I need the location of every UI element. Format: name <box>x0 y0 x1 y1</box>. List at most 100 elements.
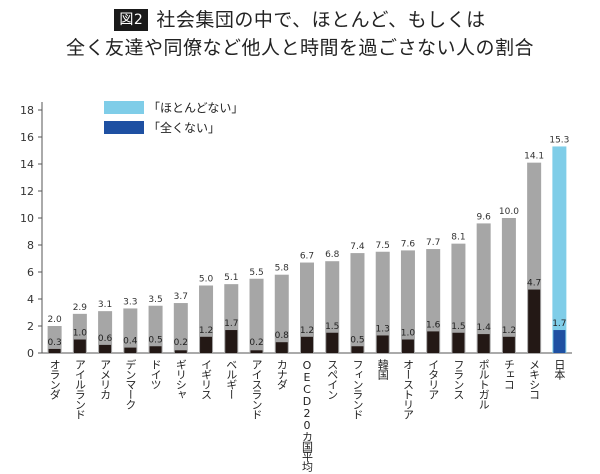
chart-title: 図2 社会集団の中で、ほとんど、もしくは 全く友達や同僚など他人と時間を過ごさない… <box>0 6 600 62</box>
bar-none <box>376 335 389 353</box>
value-label-none: 0.4 <box>123 337 138 347</box>
title-line-1: 図2 社会集団の中で、ほとんど、もしくは <box>0 6 600 34</box>
value-label-none: 0.3 <box>47 338 61 348</box>
value-label-none: 4.7 <box>527 279 541 289</box>
value-label-almost-none: 5.0 <box>199 275 214 285</box>
bar-none <box>326 332 339 353</box>
y-tick-label: 6 <box>27 266 34 279</box>
bar-almost-none <box>148 305 163 353</box>
value-label-almost-none: 8.1 <box>451 233 465 243</box>
category-label: アイスランド <box>250 359 263 419</box>
bar-none <box>48 348 61 353</box>
value-label-none: 0.5 <box>350 335 364 345</box>
value-label-almost-none: 9.6 <box>477 212 492 222</box>
value-label-almost-none: 14.1 <box>524 152 544 162</box>
category-label: ドイツ <box>149 359 162 389</box>
value-label-none: 1.0 <box>73 329 88 339</box>
category-label: オランダ <box>48 359 61 400</box>
bar-none <box>301 336 313 353</box>
category-label: スペイン <box>326 359 339 399</box>
bar-none <box>124 347 137 353</box>
value-label-almost-none: 10.0 <box>499 207 519 217</box>
legend-swatch-none <box>104 121 144 134</box>
y-tick-label: 12 <box>20 185 34 198</box>
legend-label-almost-none: 「ほとんどない」 <box>148 101 243 115</box>
value-label-none: 0.2 <box>174 338 188 348</box>
title-line-2: 全く友達や同僚など他人と時間を過ごさない人の割合 <box>65 37 534 59</box>
bar-none <box>174 350 187 353</box>
figure-label: 図2 <box>114 9 149 31</box>
bar-none <box>250 350 263 353</box>
bar-almost-none <box>451 243 466 353</box>
bar-none <box>477 334 490 353</box>
y-tick-label: 8 <box>27 239 34 252</box>
value-label-none: 1.2 <box>300 326 314 336</box>
value-label-none: 1.0 <box>401 329 416 339</box>
value-label-almost-none: 7.4 <box>350 242 365 252</box>
category-label: ベルギー <box>225 359 238 399</box>
value-label-none: 1.5 <box>325 322 339 332</box>
bar-almost-none <box>350 253 365 353</box>
value-label-almost-none: 3.3 <box>123 297 137 307</box>
bar-almost-none <box>552 146 567 353</box>
bar-almost-none <box>426 249 441 353</box>
value-label-almost-none: 2.0 <box>47 315 62 325</box>
bar-almost-none <box>123 308 138 353</box>
value-label-none: 0.5 <box>148 335 162 345</box>
category-label: メキシコ <box>528 359 541 399</box>
value-label-almost-none: 15.3 <box>549 135 569 145</box>
bar-almost-none <box>501 218 516 353</box>
value-label-none: 0.8 <box>275 331 290 341</box>
category-label: アメリカ <box>99 359 112 400</box>
bar-none <box>427 331 440 353</box>
category-label: チェコ <box>502 359 515 389</box>
bar-almost-none <box>300 262 314 353</box>
bar-almost-none <box>98 311 113 353</box>
bar-none <box>200 336 213 353</box>
value-label-none: 1.2 <box>199 326 213 336</box>
value-label-none: 0.2 <box>249 338 263 348</box>
bar-none <box>401 339 414 353</box>
category-label: オーストリア <box>401 359 414 420</box>
value-label-almost-none: 6.7 <box>300 252 314 262</box>
bar-almost-none <box>476 223 491 353</box>
bar-none <box>351 346 364 353</box>
value-label-almost-none: 7.6 <box>401 239 416 249</box>
category-label: ギリシャ <box>174 359 187 399</box>
legend-swatch-almost-none <box>104 101 144 114</box>
bars <box>47 146 567 353</box>
category-label: 日本 <box>553 359 566 381</box>
value-label-none: 1.6 <box>426 320 441 330</box>
bar-almost-none <box>173 303 188 353</box>
bar-almost-none <box>325 261 340 353</box>
category-label: ポルトガル <box>477 359 490 409</box>
bar-almost-none <box>400 250 415 353</box>
bar-none <box>225 330 238 353</box>
category-label: フランス <box>452 359 465 400</box>
value-label-almost-none: 5.8 <box>275 264 290 274</box>
category-label: アイルランド <box>73 359 86 419</box>
y-tick-label: 10 <box>20 212 34 225</box>
category-label: イタリア <box>427 359 440 400</box>
value-label-almost-none: 6.8 <box>325 250 340 260</box>
y-tick-label: 2 <box>27 320 34 333</box>
value-label-almost-none: 2.9 <box>73 303 88 313</box>
value-label-almost-none: 7.7 <box>426 238 440 248</box>
value-label-none: 1.3 <box>376 324 390 334</box>
bar-none <box>73 339 86 353</box>
y-tick-label: 4 <box>27 293 34 306</box>
bar-none <box>149 346 162 353</box>
category-label: OECD20カ国平均 <box>301 359 314 473</box>
bar-none <box>99 344 112 353</box>
bar-almost-none <box>375 251 390 353</box>
value-label-none: 1.4 <box>477 323 492 333</box>
value-label-almost-none: 7.5 <box>376 241 390 251</box>
value-label-almost-none: 3.1 <box>98 300 112 310</box>
bar-none <box>528 289 541 353</box>
value-label-none: 1.5 <box>451 322 465 332</box>
legend-label-none: 「全くない」 <box>148 120 220 135</box>
legend: 「ほとんどない」「全くない」 <box>104 101 243 135</box>
category-label: 韓国 <box>376 359 389 381</box>
value-label-almost-none: 5.5 <box>249 268 263 278</box>
